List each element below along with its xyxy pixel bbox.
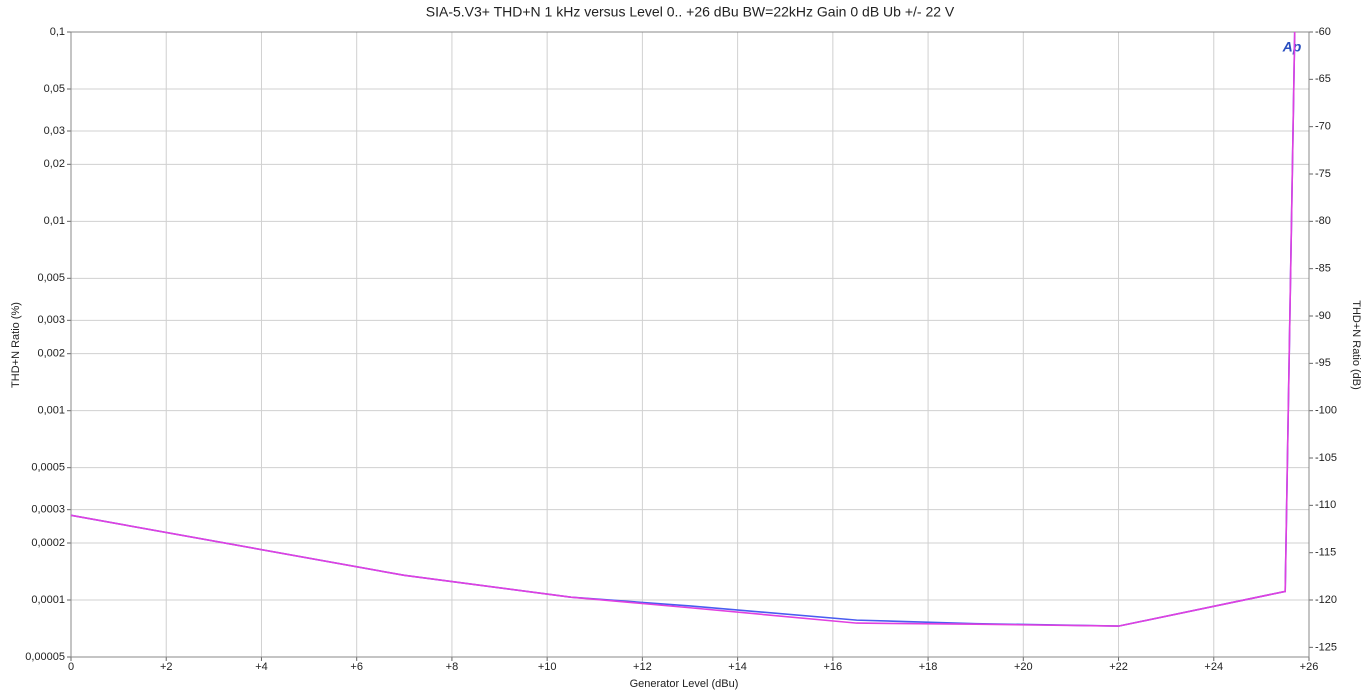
- x-tick-label: +26: [1300, 661, 1319, 673]
- x-tick-label: +16: [824, 661, 843, 673]
- y2-axis-label: THD+N Ratio (dB): [1350, 300, 1362, 390]
- y-tick-label: 0,003: [37, 314, 65, 326]
- y2-tick-label: -70: [1315, 121, 1331, 133]
- y-tick-label: 0,001: [37, 405, 65, 417]
- y2-tick-label: -60: [1315, 26, 1331, 38]
- y-tick-label: 0,01: [44, 215, 65, 227]
- y2-tick-label: -110: [1315, 499, 1336, 511]
- data-line: [70, 31, 1296, 627]
- y-tick-label: 0,1: [50, 26, 65, 38]
- x-tick-label: +18: [919, 661, 938, 673]
- y2-tick-label: -90: [1315, 310, 1331, 322]
- y2-tick-label: -75: [1315, 168, 1331, 180]
- x-tick-label: +2: [160, 661, 173, 673]
- y2-tick-label: -95: [1315, 357, 1331, 369]
- x-tick-label: 0: [68, 661, 74, 673]
- y-tick-label: 0,0001: [31, 594, 65, 606]
- y-tick-label: 0,0002: [31, 537, 65, 549]
- x-axis-label: Generator Level (dBu): [630, 678, 739, 690]
- x-tick-label: +20: [1014, 661, 1033, 673]
- y2-tick-label: -85: [1315, 263, 1331, 275]
- y-tick-label: 0,0005: [31, 462, 65, 474]
- y2-tick-label: -120: [1315, 594, 1337, 606]
- x-tick-label: +10: [538, 661, 557, 673]
- y-axis-label: THD+N Ratio (%): [10, 302, 22, 388]
- x-tick-label: +12: [633, 661, 652, 673]
- y-tick-label: 0,00005: [25, 651, 65, 663]
- y2-tick-label: -65: [1315, 73, 1331, 85]
- plot-border: [70, 31, 1310, 658]
- y-tick-label: 0,05: [44, 83, 65, 95]
- y-tick-label: 0,03: [44, 125, 65, 137]
- y2-tick-label: -80: [1315, 215, 1331, 227]
- y2-tick-label: -125: [1315, 641, 1337, 653]
- y2-tick-label: -105: [1315, 452, 1337, 464]
- chart-title: SIA-5.V3+ THD+N 1 kHz versus Level 0.. +…: [426, 4, 955, 20]
- x-tick-label: +14: [728, 661, 747, 673]
- x-tick-label: +22: [1109, 661, 1128, 673]
- y-tick-label: 0,005: [37, 272, 65, 284]
- y-tick-label: 0,0003: [31, 504, 65, 516]
- x-tick-label: +8: [446, 661, 459, 673]
- x-tick-label: +4: [255, 661, 268, 673]
- y-tick-label: 0,002: [37, 348, 65, 360]
- y2-tick-label: -100: [1315, 405, 1337, 417]
- y-tick-label: 0,02: [44, 158, 65, 170]
- y2-tick-label: -115: [1315, 547, 1336, 559]
- x-tick-label: +6: [350, 661, 363, 673]
- logo: Ap: [1282, 39, 1302, 55]
- x-tick-label: +24: [1204, 661, 1223, 673]
